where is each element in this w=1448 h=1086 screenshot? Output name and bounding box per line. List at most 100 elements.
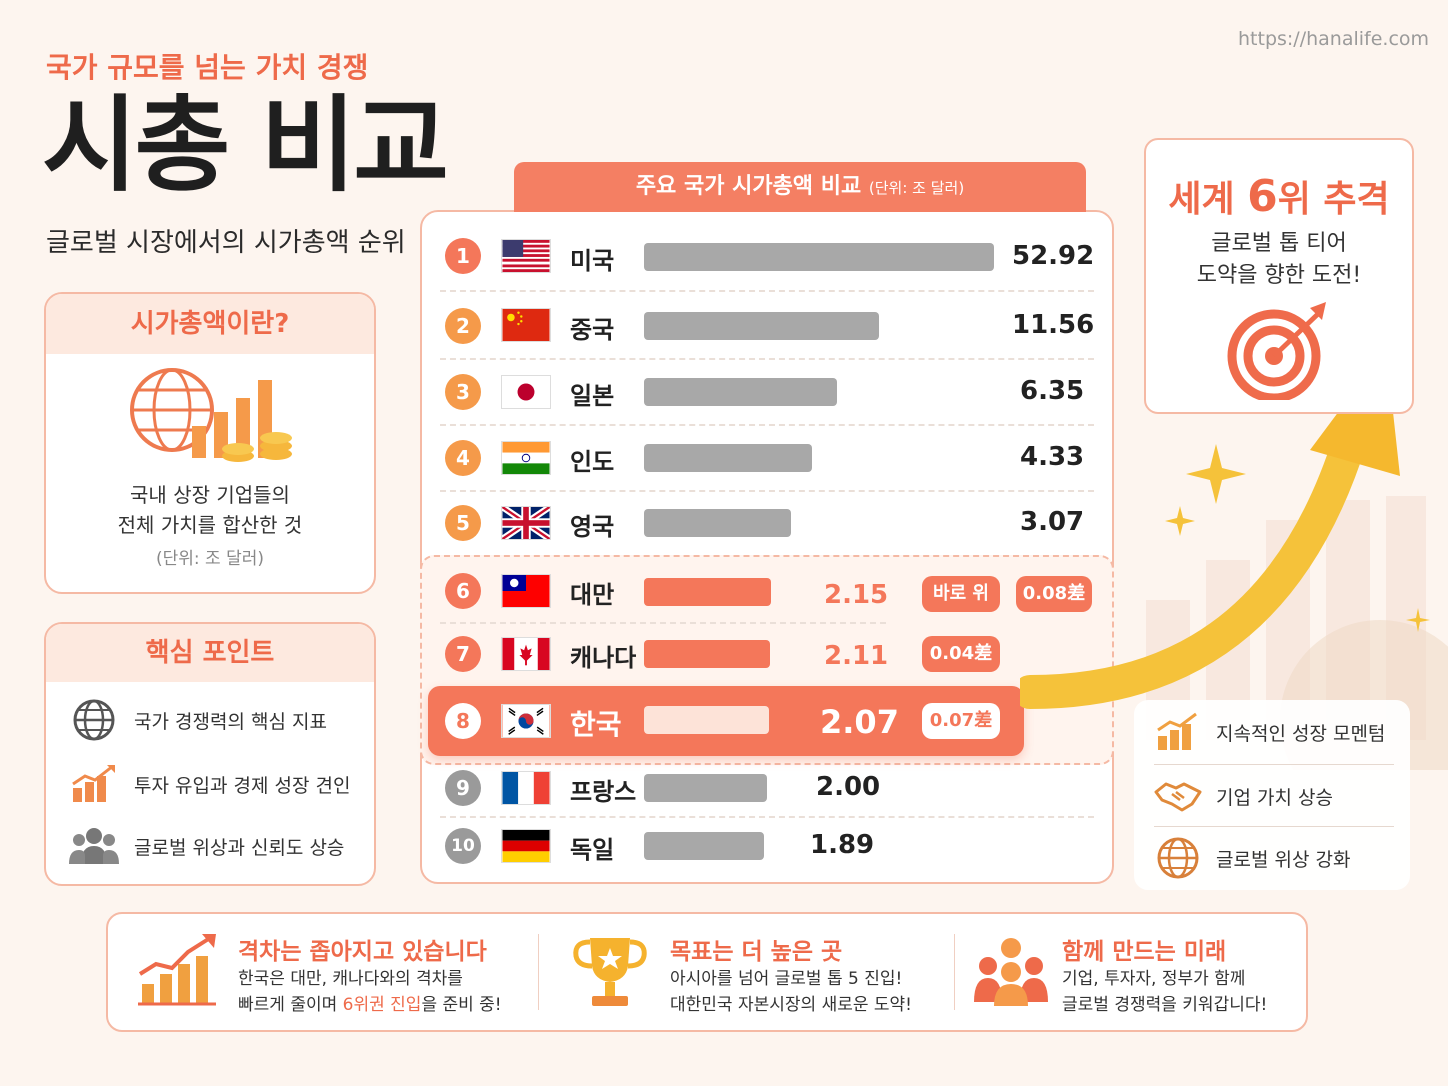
- bar-taiwan: [644, 578, 771, 606]
- rank-badge: 2: [445, 308, 481, 344]
- goal-title-suffix: 위 추격: [1277, 179, 1390, 220]
- rank-badge: 3: [445, 374, 481, 410]
- summary-line-1: 아시아를 넘어 글로벌 톱 5 진입!: [670, 969, 903, 989]
- row-divider: [440, 816, 1094, 818]
- key-point-label: 투자 유입과 경제 성장 견인: [134, 774, 351, 797]
- bar-france: [644, 774, 767, 802]
- chart-title: 주요 국가 시가총액 비교: [635, 174, 862, 199]
- rank-badge: 10: [445, 828, 481, 864]
- people-icon: [974, 938, 1048, 1006]
- rank-badge: 4: [445, 440, 481, 476]
- flag-india-icon: [501, 441, 551, 475]
- summary-line-1: 기업, 투자자, 정부가 함께: [1062, 969, 1246, 989]
- summary-section: 함께 만드는 미래 기업, 투자자, 정부가 함께 글로벌 경쟁력을 키워갑니다…: [964, 914, 1304, 1030]
- key-point-label: 국가 경쟁력의 핵심 지표: [134, 710, 327, 733]
- summary-title: 목표는 더 높은 곳: [670, 939, 843, 965]
- country-label: 한국: [570, 708, 622, 741]
- value-label: 1.89: [810, 830, 875, 860]
- value-label: 52.92: [1012, 241, 1095, 271]
- rank-badge: 9: [445, 770, 481, 806]
- rank-badge: 6: [445, 573, 481, 609]
- flag-france-icon: [501, 771, 551, 805]
- summary-line-2-end: 을 준비 중!: [421, 995, 502, 1015]
- row-divider: [440, 358, 1094, 360]
- goal-title: 세계 6위 추격: [1146, 170, 1412, 222]
- people-icon: [68, 824, 120, 868]
- goal-line-2: 도약을 향한 도전!: [1196, 263, 1362, 288]
- momentum-label: 지속적인 성장 모멘텀: [1216, 722, 1386, 745]
- momentum-item: 기업 가치 상승: [1154, 766, 1394, 826]
- kicker-text: 국가 규모를 넘는 가치 경쟁: [46, 51, 369, 84]
- flag-canada-icon: [501, 637, 551, 671]
- flag-china-icon: [501, 308, 551, 342]
- page-title: 시총 비교: [42, 84, 449, 206]
- definition-unit: (단위: 조 달러): [156, 549, 264, 569]
- definition-line-1: 국내 상장 기업들의: [130, 483, 290, 507]
- country-label: 캐나다: [570, 644, 637, 672]
- key-point-label: 글로벌 위상과 신뢰도 상승: [134, 836, 345, 859]
- row-divider: [440, 290, 1094, 292]
- rank-badge: 5: [445, 505, 481, 541]
- summary-line-2: 글로벌 경쟁력을 키워갑니다!: [1062, 995, 1268, 1015]
- country-label: 독일: [570, 836, 615, 864]
- goal-line-1: 글로벌 톱 티어: [1211, 231, 1347, 256]
- chart-header: 주요 국가 시가총액 비교 (단위: 조 달러): [514, 162, 1086, 212]
- bar-japan: [644, 378, 838, 406]
- country-label: 대만: [570, 581, 615, 609]
- country-label: 일본: [570, 382, 615, 410]
- row-divider: [440, 490, 1094, 492]
- definition-line-2: 전체 가치를 합산한 것: [117, 513, 303, 537]
- rank-badge: 7: [445, 636, 481, 672]
- country-label: 프랑스: [570, 778, 637, 806]
- bar-korea: [644, 706, 769, 734]
- key-points-card: 핵심 포인트 국가 경쟁력의 핵심 지표 투자 유입과 경제 성장 견인 글로벌…: [44, 622, 376, 886]
- divider: [1154, 826, 1394, 827]
- momentum-label: 기업 가치 상승: [1216, 786, 1333, 809]
- source-url[interactable]: https://hanalife.com: [1238, 28, 1430, 50]
- summary-line-2: 대한민국 자본시장의 새로운 도약!: [670, 995, 912, 1015]
- definition-card: 시가총액이란? 국내 상장 기업들의 전체 가치를 합산한 것 (단위: 조 달…: [44, 292, 376, 594]
- key-point-item: 글로벌 위상과 신뢰도 상승: [68, 824, 344, 868]
- value-label: 2.00: [816, 772, 881, 802]
- page-subtitle: 글로벌 시장에서의 시가총액 순위: [46, 228, 406, 258]
- momentum-card: 지속적인 성장 모멘텀 기업 가치 상승 글로벌 위상 강화: [1134, 700, 1410, 890]
- summary-title: 격차는 좁아지고 있습니다: [238, 939, 487, 965]
- summary-highlight: 6위권 진입: [342, 995, 422, 1015]
- value-label: 3.07: [1020, 507, 1085, 537]
- key-point-item: 투자 유입과 경제 성장 견인: [68, 762, 350, 806]
- goal-title-rank: 6: [1247, 171, 1278, 222]
- above-tag: 바로 위: [922, 576, 1000, 612]
- gap-tag: 0.04差: [922, 636, 1000, 672]
- flag-usa-icon: [501, 239, 551, 273]
- bar-usa: [644, 243, 994, 271]
- bar-india: [644, 444, 813, 472]
- value-label: 4.33: [1020, 442, 1085, 472]
- momentum-item: 글로벌 위상 강화: [1154, 828, 1394, 888]
- gap-tag: 0.08差: [1016, 576, 1092, 612]
- goal-card: 세계 6위 추격 글로벌 톱 티어 도약을 향한 도전!: [1144, 138, 1414, 414]
- summary-line-1: 한국은 대만, 캐나다와의 격차를: [238, 969, 463, 989]
- summary-title: 함께 만드는 미래: [1062, 939, 1227, 965]
- chart-unit: (단위: 조 달러): [868, 179, 965, 197]
- globe-icon: [68, 698, 120, 742]
- summary-section: 목표는 더 높은 곳 아시아를 넘어 글로벌 톱 5 진입! 대한민국 자본시장…: [548, 914, 948, 1030]
- bar-uk: [644, 509, 791, 537]
- growth-chart-icon: [68, 762, 120, 806]
- flag-japan-icon: [501, 375, 551, 409]
- gap-tag: 0.07差: [922, 703, 1000, 739]
- globe-icon: [1154, 834, 1202, 882]
- momentum-item: 지속적인 성장 모멘텀: [1154, 702, 1394, 762]
- target-icon: [1227, 302, 1326, 400]
- summary-line-2: 빠르게 줄이며 6위권 진입을 준비 중!: [238, 992, 502, 1018]
- flag-taiwan-icon: [501, 574, 551, 608]
- key-point-item: 국가 경쟁력의 핵심 지표: [68, 698, 327, 742]
- summary-section: 격차는 좁아지고 있습니다 한국은 대만, 캐나다와의 격차를 빠르게 줄이며 …: [108, 914, 538, 1030]
- value-label: 11.56: [1012, 310, 1095, 340]
- key-points-title: 핵심 포인트: [46, 624, 374, 682]
- bar-canada: [644, 640, 770, 668]
- country-label: 인도: [570, 448, 615, 476]
- growth-chart-icon: [1154, 708, 1202, 756]
- flag-korea-icon: [501, 704, 551, 738]
- trophy-icon: [573, 938, 647, 1006]
- row-divider: [440, 424, 1094, 426]
